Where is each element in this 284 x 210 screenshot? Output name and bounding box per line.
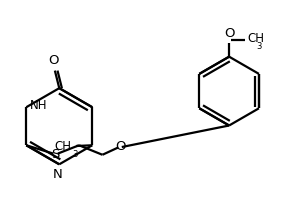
Text: CH: CH [55, 139, 72, 152]
Text: CH: CH [247, 32, 264, 45]
Text: S: S [51, 148, 60, 161]
Text: 3: 3 [72, 150, 78, 159]
Text: 3: 3 [256, 42, 262, 51]
Text: O: O [224, 27, 234, 40]
Text: NH: NH [30, 99, 47, 112]
Text: O: O [115, 140, 125, 153]
Text: N: N [53, 168, 63, 181]
Text: O: O [48, 54, 59, 67]
